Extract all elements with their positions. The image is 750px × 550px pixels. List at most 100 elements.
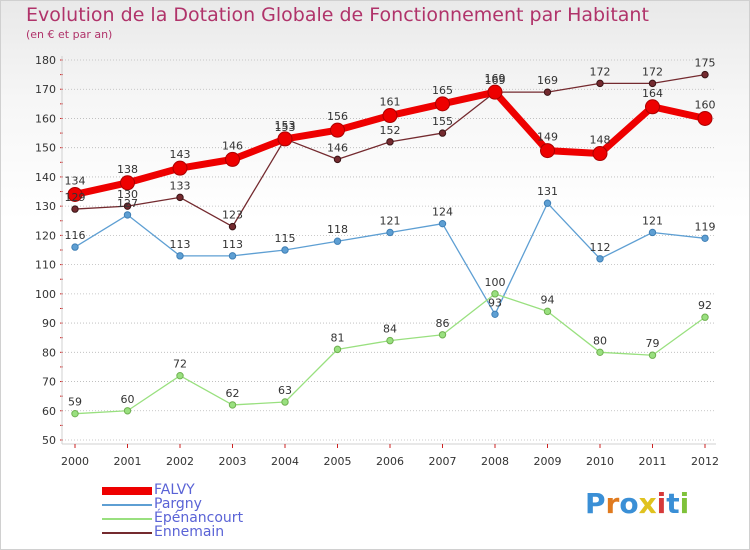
data-point: [645, 99, 660, 115]
data-label: 60: [121, 393, 135, 406]
data-point: [487, 84, 503, 100]
legend-swatch: [102, 532, 152, 534]
x-tick-label: 2010: [586, 455, 614, 468]
data-label: 72: [173, 358, 187, 371]
data-label: 169: [485, 74, 506, 87]
data-point: [382, 108, 398, 124]
data-label: 113: [222, 238, 243, 251]
data-label: 81: [331, 331, 345, 344]
x-tick-label: 2011: [639, 455, 667, 468]
series-layer: [67, 70, 713, 418]
data-point: [543, 199, 552, 207]
data-point: [172, 160, 188, 176]
data-label: 113: [170, 238, 191, 251]
data-point: [386, 228, 394, 237]
data-label: 133: [170, 179, 191, 192]
x-tick-label: 2003: [219, 455, 247, 468]
data-point: [281, 398, 289, 406]
data-point: [333, 345, 342, 354]
data-point: [333, 237, 342, 245]
data-label: 119: [695, 220, 716, 233]
series-line: [74, 293, 706, 415]
data-label: 62: [226, 387, 240, 400]
data-label: 100: [485, 276, 506, 289]
data-label: 79: [646, 337, 660, 350]
data-label: 123: [222, 209, 243, 222]
y-tick-label: 180: [35, 54, 56, 67]
data-label: 165: [432, 84, 453, 97]
data-point: [176, 252, 184, 260]
y-tick-label: 160: [35, 112, 56, 125]
data-label: 116: [65, 229, 86, 242]
data-label: 160: [695, 98, 716, 111]
data-point: [123, 211, 132, 219]
data-label: 169: [537, 74, 558, 87]
data-label: 149: [537, 131, 558, 144]
data-label: 130: [117, 188, 138, 201]
data-label: 146: [327, 141, 348, 154]
data-label: 175: [695, 57, 716, 70]
legend-swatch: [102, 504, 152, 506]
legend-swatch: [102, 487, 152, 495]
data-label: 80: [593, 334, 607, 347]
data-label: 156: [327, 110, 348, 123]
y-tick-label: 90: [42, 317, 56, 330]
logo-letter: i: [679, 487, 690, 520]
legend-swatch: [102, 518, 152, 520]
data-point: [491, 290, 499, 298]
x-tick-label: 2002: [166, 455, 194, 468]
data-labels: 116 127 113 113 115 118 121 124 93 131 112 121 119 59…: [65, 57, 716, 409]
data-label: 153: [275, 119, 296, 132]
data-point: [543, 307, 552, 316]
y-tick-label: 60: [42, 405, 56, 418]
data-label: 169: [485, 72, 506, 85]
data-label: 121: [380, 214, 401, 227]
proxiti-logo: Proxiti: [585, 487, 689, 520]
data-point: [596, 255, 604, 263]
logo-letter: P: [585, 487, 606, 520]
logo-letter: x: [638, 487, 657, 520]
data-point: [491, 310, 499, 319]
data-point: [228, 401, 237, 409]
data-point: [592, 146, 608, 162]
data-point: [123, 202, 132, 210]
x-tick-label: 2001: [114, 455, 142, 468]
y-tick-label: 80: [42, 346, 56, 359]
x-tick-label: 2000: [61, 455, 89, 468]
logo-letter: r: [605, 487, 620, 520]
data-label: 131: [537, 185, 558, 198]
axes: 50 60 70 80 90 100 110 120 130 140 150 160 170 180 200…: [35, 54, 719, 468]
data-point: [228, 252, 237, 260]
data-label: 92: [698, 299, 712, 312]
data-point: [648, 228, 657, 237]
y-tick-label: 100: [35, 288, 56, 301]
data-label: 94: [541, 293, 555, 306]
data-label: 115: [275, 232, 296, 245]
data-point: [648, 79, 657, 88]
series-Pargny: [71, 199, 709, 319]
data-label: 121: [642, 214, 663, 227]
data-label: 134: [65, 174, 86, 187]
data-point: [176, 193, 184, 202]
y-tick-label: 170: [35, 83, 56, 96]
legend-label: Pargny: [154, 496, 202, 512]
data-label: 143: [170, 148, 191, 161]
legend-label: Épénancourt: [154, 510, 244, 526]
data-point: [120, 175, 135, 191]
data-point: [277, 131, 293, 147]
legend-label: FALVY: [154, 482, 195, 498]
data-point: [701, 313, 709, 321]
data-label: 148: [590, 134, 611, 147]
data-label: 129: [65, 191, 86, 204]
data-point: [701, 234, 709, 243]
x-tick-label: 2004: [271, 455, 299, 468]
x-tick-label: 2009: [534, 455, 562, 468]
data-point: [540, 143, 555, 159]
data-label: 153: [275, 121, 296, 134]
data-point: [438, 219, 447, 228]
x-tick-label: 2006: [376, 455, 404, 468]
data-label: 124: [432, 206, 453, 219]
data-label: 164: [642, 87, 663, 100]
data-label: 84: [383, 323, 397, 336]
x-tick-label: 2012: [691, 455, 719, 468]
